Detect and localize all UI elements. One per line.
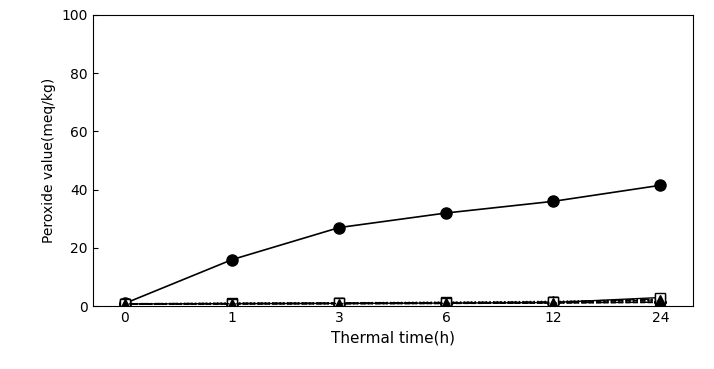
X-axis label: Thermal time(h): Thermal time(h) xyxy=(331,331,455,346)
Y-axis label: Peroxide value(meq/kg): Peroxide value(meq/kg) xyxy=(42,78,56,243)
